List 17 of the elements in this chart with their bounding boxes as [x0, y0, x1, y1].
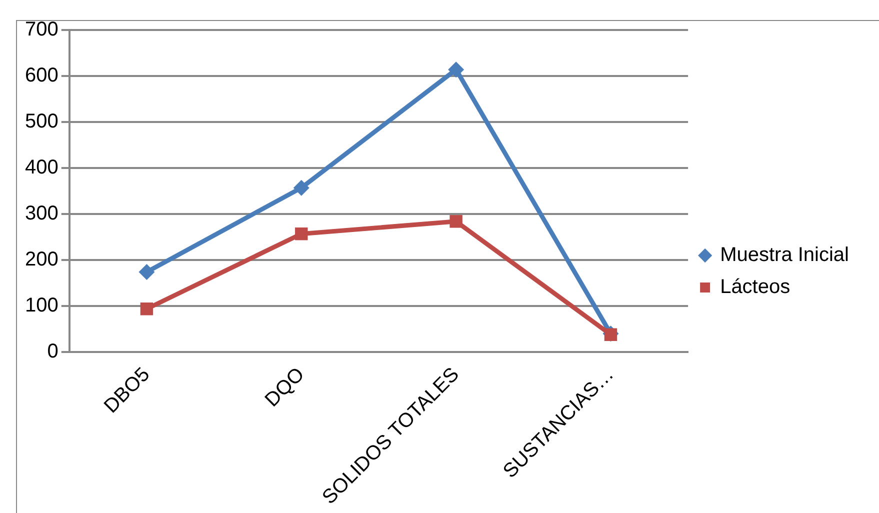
point — [295, 227, 308, 240]
point — [450, 215, 462, 228]
legend-label: Muestra Inicial — [720, 244, 849, 266]
point — [448, 62, 464, 78]
point — [138, 264, 155, 280]
legend-label: Lácteos — [720, 276, 790, 298]
y-tick-label: 0 — [47, 340, 58, 363]
point — [604, 328, 618, 341]
y-tick-label: 300 — [24, 202, 58, 225]
point — [140, 302, 154, 316]
y-tick-label: 700 — [24, 18, 58, 41]
y-tick-label: 100 — [24, 294, 58, 317]
y-tick-label: 200 — [24, 248, 58, 271]
point — [293, 180, 310, 196]
y-tick-label: 600 — [24, 64, 58, 87]
y-tick-label: 400 — [24, 156, 58, 179]
y-tick-label: 500 — [24, 110, 58, 133]
